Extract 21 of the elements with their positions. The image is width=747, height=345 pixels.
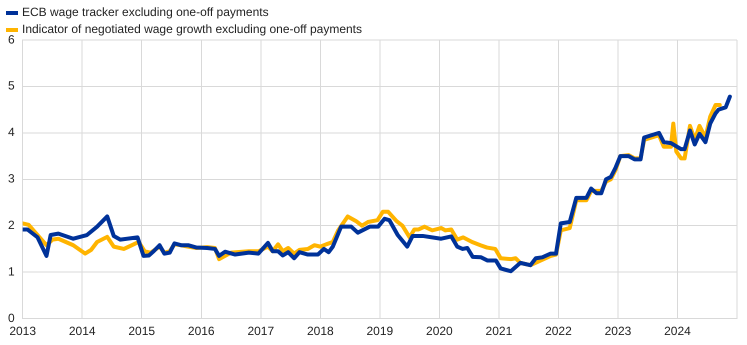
x-tick-label: 2023 bbox=[604, 324, 632, 338]
x-tick-label: 2015 bbox=[128, 324, 156, 338]
x-tick-label: 2021 bbox=[486, 324, 513, 338]
x-tick-label: 2020 bbox=[426, 324, 454, 338]
y-tick-label: 3 bbox=[8, 172, 15, 186]
y-tick-label: 2 bbox=[8, 218, 15, 232]
x-tick-label: 2024 bbox=[664, 324, 692, 338]
y-tick-label: 0 bbox=[8, 310, 15, 325]
legend-label: Indicator of negotiated wage growth excluding one-off payments bbox=[22, 21, 362, 38]
legend-label: ECB wage tracker excluding one-off payments bbox=[22, 4, 269, 21]
y-tick-label: 6 bbox=[8, 32, 15, 46]
y-tick-label: 4 bbox=[8, 125, 15, 140]
x-tick-label: 2018 bbox=[306, 324, 334, 338]
x-tick-label: 2019 bbox=[366, 324, 394, 338]
x-tick-label: 2017 bbox=[247, 324, 274, 338]
x-tick-label: 2013 bbox=[9, 324, 36, 338]
x-tick-label: 2014 bbox=[68, 324, 96, 338]
x-tick-label: 2022 bbox=[545, 324, 572, 338]
y-tick-label: 5 bbox=[8, 78, 15, 93]
x-tick-label: 2016 bbox=[188, 324, 215, 338]
y-tick-label: 1 bbox=[8, 264, 15, 278]
